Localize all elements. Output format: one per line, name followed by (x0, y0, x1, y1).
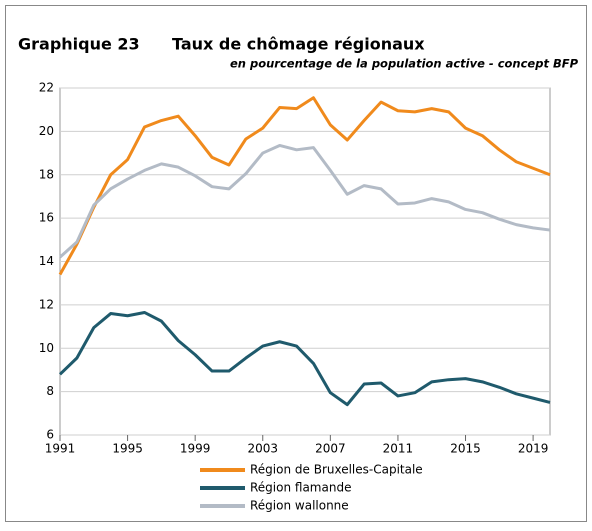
x-tick-label: 2007 (315, 442, 346, 456)
y-tick-label: 22 (39, 81, 54, 95)
y-tick-label: 18 (39, 167, 54, 181)
y-tick-label: 8 (46, 384, 54, 398)
series-line (58, 143, 551, 259)
x-tick-label: 1999 (180, 442, 211, 456)
y-tick-label: 14 (39, 254, 54, 268)
series-line (58, 310, 551, 407)
x-tick-label: 1991 (45, 442, 76, 456)
y-tick-label: 6 (46, 428, 54, 442)
chart-subtitle: en pourcentage de la population active -… (230, 57, 579, 71)
y-tick-label: 16 (39, 211, 54, 225)
legend-label: Région de Bruxelles-Capitale (250, 463, 423, 477)
legend-label: Région wallonne (250, 499, 349, 513)
x-tick-label: 2015 (450, 442, 481, 456)
chart-title: Taux de chômage régionaux (172, 35, 425, 54)
y-tick-label: 12 (39, 297, 54, 311)
chart-label: Graphique 23 (18, 35, 140, 54)
x-tick-label: 2003 (247, 442, 278, 456)
x-tick-label: 1995 (112, 442, 143, 456)
legend-label: Région flamande (250, 481, 351, 495)
y-tick-label: 10 (39, 341, 54, 355)
x-tick-label: 2019 (518, 442, 549, 456)
x-tick-label: 2011 (383, 442, 414, 456)
y-tick-label: 20 (39, 124, 54, 138)
frame (5, 5, 587, 522)
series-line (58, 96, 551, 276)
